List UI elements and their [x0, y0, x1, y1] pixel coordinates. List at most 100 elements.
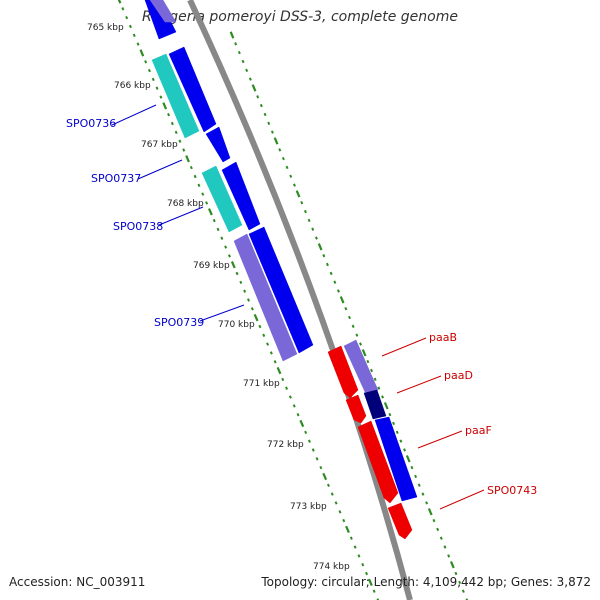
ruler-dot: [329, 271, 333, 276]
ruler-dot: [388, 412, 392, 417]
feature-block[interactable]: [233, 233, 298, 362]
tick-label: 769 kbp: [193, 261, 230, 271]
ruler-dot: [417, 483, 421, 487]
ruler-dot: [193, 174, 197, 179]
ruler-dot: [381, 395, 385, 399]
ruler-dot: [295, 190, 301, 198]
ruler-dot: [311, 227, 315, 231]
ruler-dot: [253, 313, 259, 322]
ruler-dot: [292, 404, 296, 408]
ruler-dot: [229, 31, 235, 39]
ruler-dot: [339, 296, 345, 304]
ruler-dot: [414, 474, 418, 479]
gene-arrow-forward[interactable]: [144, 0, 177, 40]
ruler-dot: [317, 243, 323, 251]
gene-arrow-reverse[interactable]: [357, 420, 399, 504]
ruler-dot: [336, 289, 340, 293]
ruler-dot: [201, 192, 205, 196]
ruler-dot: [182, 148, 186, 152]
ruler-dot: [144, 60, 148, 64]
ruler-dot: [322, 472, 328, 481]
label-leader: [439, 489, 485, 510]
gene-label-spo0738[interactable]: SPO0738: [113, 220, 163, 233]
ruler-dot: [170, 121, 174, 126]
ruler-dot: [207, 208, 213, 216]
ruler-dot: [403, 448, 407, 452]
ruler-dot: [399, 439, 403, 443]
ruler-dot: [367, 578, 373, 587]
gene-arrow-reverse[interactable]: [327, 345, 359, 399]
ruler-dot: [245, 68, 249, 72]
ruler-dot: [338, 510, 342, 514]
ruler-dot: [372, 589, 376, 593]
ruler-dot: [370, 368, 374, 373]
gene-arrow-forward[interactable]: [248, 226, 314, 354]
gene-label-spo0737[interactable]: SPO0737: [91, 172, 141, 185]
gene-arrow-forward[interactable]: [168, 46, 217, 133]
map-title: Ruegeria pomeroyi DSS-3, complete genome: [142, 9, 458, 25]
feature-block[interactable]: [343, 339, 379, 393]
ruler-dot: [224, 245, 228, 249]
ruler-dot: [447, 554, 451, 558]
ruler-dot: [174, 130, 178, 135]
ruler-dot: [288, 395, 292, 399]
ruler-dot: [278, 148, 282, 152]
tick-label: 767 kbp: [141, 140, 178, 150]
ruler-dot: [273, 137, 279, 145]
ruler-dot: [377, 386, 381, 390]
label-leader: [417, 430, 463, 449]
ruler-dot: [136, 42, 140, 46]
gene-label-paad[interactable]: paaD: [444, 369, 473, 382]
ruler-dot: [292, 183, 296, 187]
gene-arrow-forward[interactable]: [205, 126, 231, 163]
feature-block[interactable]: [151, 53, 200, 139]
ruler-dot: [117, 0, 122, 4]
gene-label-spo0743[interactable]: SPO0743: [487, 484, 537, 497]
ruler-dot: [355, 333, 359, 337]
ruler-dot: [307, 439, 311, 443]
gene-label-spo0739[interactable]: SPO0739: [154, 316, 204, 329]
ruler-dot: [227, 254, 231, 258]
label-leader: [158, 206, 204, 226]
ruler-dot: [250, 307, 254, 311]
ruler-dot: [267, 121, 271, 125]
gene-arrow-reverse[interactable]: [387, 502, 413, 540]
gene-label-paaf[interactable]: paaF: [465, 424, 492, 437]
ruler-dot: [185, 155, 190, 163]
ruler-dot: [263, 112, 267, 117]
feature-block[interactable]: [363, 389, 387, 420]
ruler-dot: [189, 165, 193, 170]
ruler-dot: [454, 571, 458, 576]
ruler-dot: [273, 360, 277, 364]
ruler-dot: [246, 298, 251, 302]
ruler-dot: [256, 95, 260, 99]
ruler-dot: [289, 174, 293, 178]
feature-block[interactable]: [149, 0, 177, 23]
feature-block[interactable]: [201, 165, 243, 233]
ruler-dot: [425, 501, 429, 505]
ruler-dot: [458, 580, 462, 585]
ruler-dot: [243, 289, 247, 293]
gene-arrow-forward[interactable]: [221, 161, 261, 231]
ruler-dot: [351, 324, 355, 328]
gene-label-spo0736[interactable]: SPO0736: [66, 117, 116, 130]
ruler-dot: [259, 103, 263, 108]
genome-backbone: [187, 0, 413, 600]
ruler-dot: [132, 33, 136, 37]
ruler-dot: [326, 483, 330, 487]
ruler-dot: [373, 377, 377, 381]
ruler-dot: [376, 598, 380, 600]
ruler-dot: [125, 15, 129, 20]
ruler-dot: [159, 95, 163, 99]
label-leader: [381, 337, 427, 357]
ruler-dot: [269, 351, 273, 355]
gene-arrow-reverse[interactable]: [345, 394, 367, 424]
gene-arrow-forward[interactable]: [374, 416, 418, 502]
feature-track: [149, 0, 387, 420]
ruler-dot: [281, 156, 285, 161]
ruler-dot: [461, 589, 465, 593]
ruler-dot: [128, 24, 132, 29]
ruler-dot: [270, 130, 274, 134]
ruler-dot: [465, 598, 469, 600]
gene-label-paab[interactable]: paaB: [429, 331, 457, 344]
